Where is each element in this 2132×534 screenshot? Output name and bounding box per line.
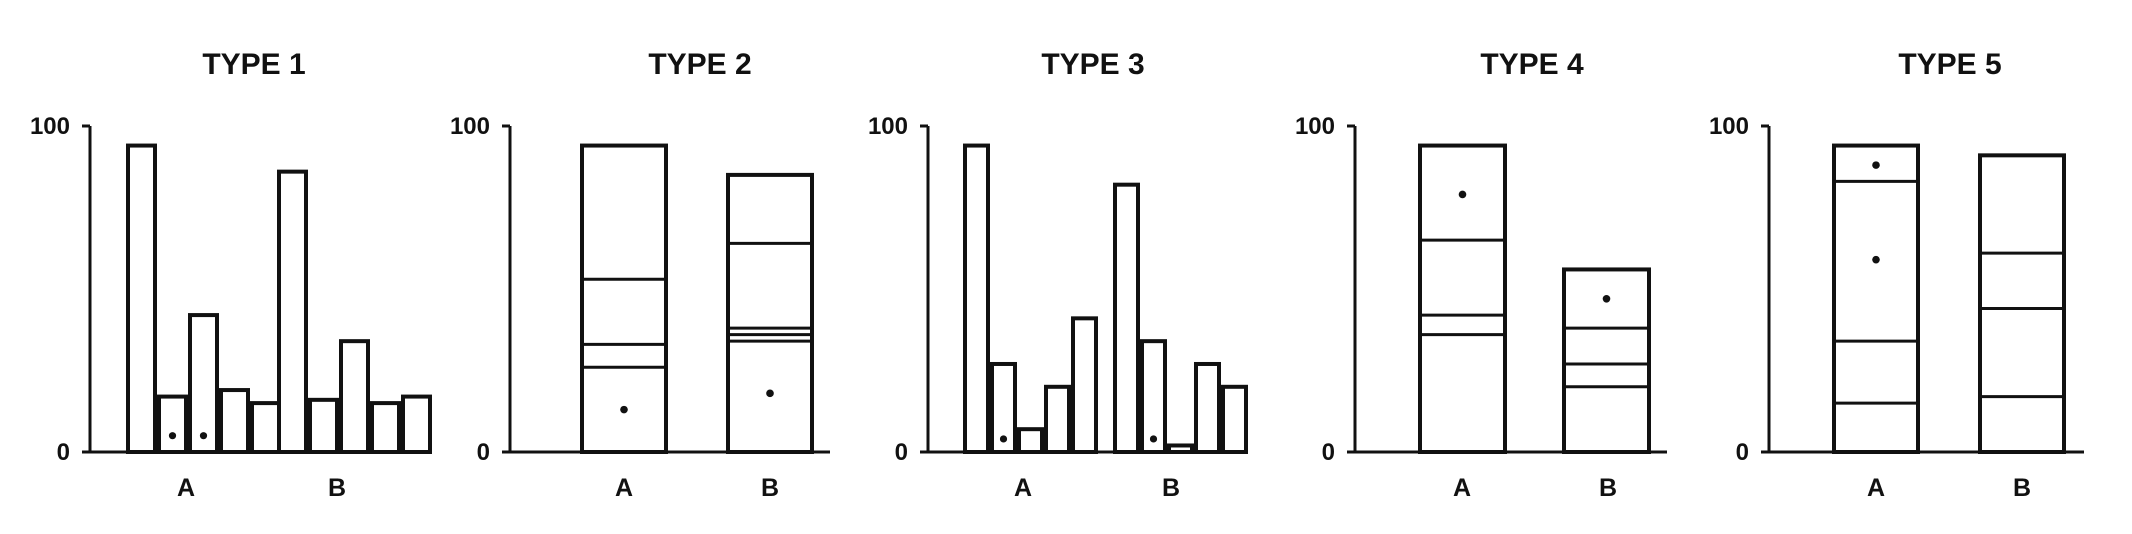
bar [157,394,188,454]
bar [1113,182,1140,454]
chart-panel-1: TYPE 1 0 100 A B [30,48,432,502]
data-dot [1149,435,1158,443]
chart-title: TYPE 5 [1898,48,2001,81]
data-dot [999,435,1008,443]
chart-title: TYPE 4 [1480,48,1584,81]
category-label: B [761,474,779,502]
category-label: B [2013,474,2031,502]
category-label: B [1599,474,1617,502]
data-dot [620,405,628,414]
y-tick-label: 100 [1295,113,1335,140]
bar [1017,427,1044,454]
chart-panel-4: TYPE 4 0 100 A B [1295,48,1667,502]
stacked-bar [726,172,814,454]
bar [308,397,339,454]
bar [250,401,281,455]
stacked-bar [580,143,668,454]
y-tick-label: 0 [57,439,70,466]
y-tick-label: 0 [1322,439,1335,466]
y-tick-label: 0 [1736,439,1749,466]
category-label: B [328,474,346,502]
category-label: A [177,474,195,502]
category-label: A [1867,474,1885,502]
stacked-bar [1978,153,2066,454]
bar [1140,339,1167,454]
bar [277,169,308,454]
chart-title: TYPE 2 [648,48,751,81]
bar [188,313,219,454]
y-tick-label: 0 [477,439,490,466]
data-dot [1872,161,1880,169]
chart-title: TYPE 3 [1041,48,1144,81]
bar [339,339,370,454]
y-tick-label: 100 [450,113,490,140]
y-tick-label: 100 [1709,113,1749,140]
chart-title: TYPE 1 [202,48,305,81]
data-dot [766,389,774,398]
chart-panel-2: TYPE 2 0 100 A B [450,48,830,502]
category-label: A [615,474,633,502]
bar [1221,384,1248,454]
bar [963,143,990,454]
data-dot [199,432,208,440]
chart-panel-3: TYPE 3 0 100 A B [868,48,1248,502]
bar [370,401,401,455]
chart-panel-5: TYPE 5 0 100 A B [1709,48,2084,502]
bar [990,361,1017,455]
bar [219,388,250,454]
category-label: A [1453,474,1471,502]
category-label: B [1162,474,1180,502]
bar [401,394,432,454]
data-dot [168,432,177,440]
y-tick-label: 100 [30,113,70,140]
bar [1071,316,1098,454]
y-tick-label: 0 [895,439,908,466]
bar [126,143,157,454]
category-label: A [1014,474,1032,502]
data-dot [1872,255,1880,264]
data-dot [1602,294,1611,303]
stacked-bar [1832,143,1920,454]
bar [1167,443,1194,455]
bar [1044,384,1071,454]
data-dot [1458,190,1467,199]
bar [1194,361,1221,455]
y-tick-label: 100 [868,113,908,140]
